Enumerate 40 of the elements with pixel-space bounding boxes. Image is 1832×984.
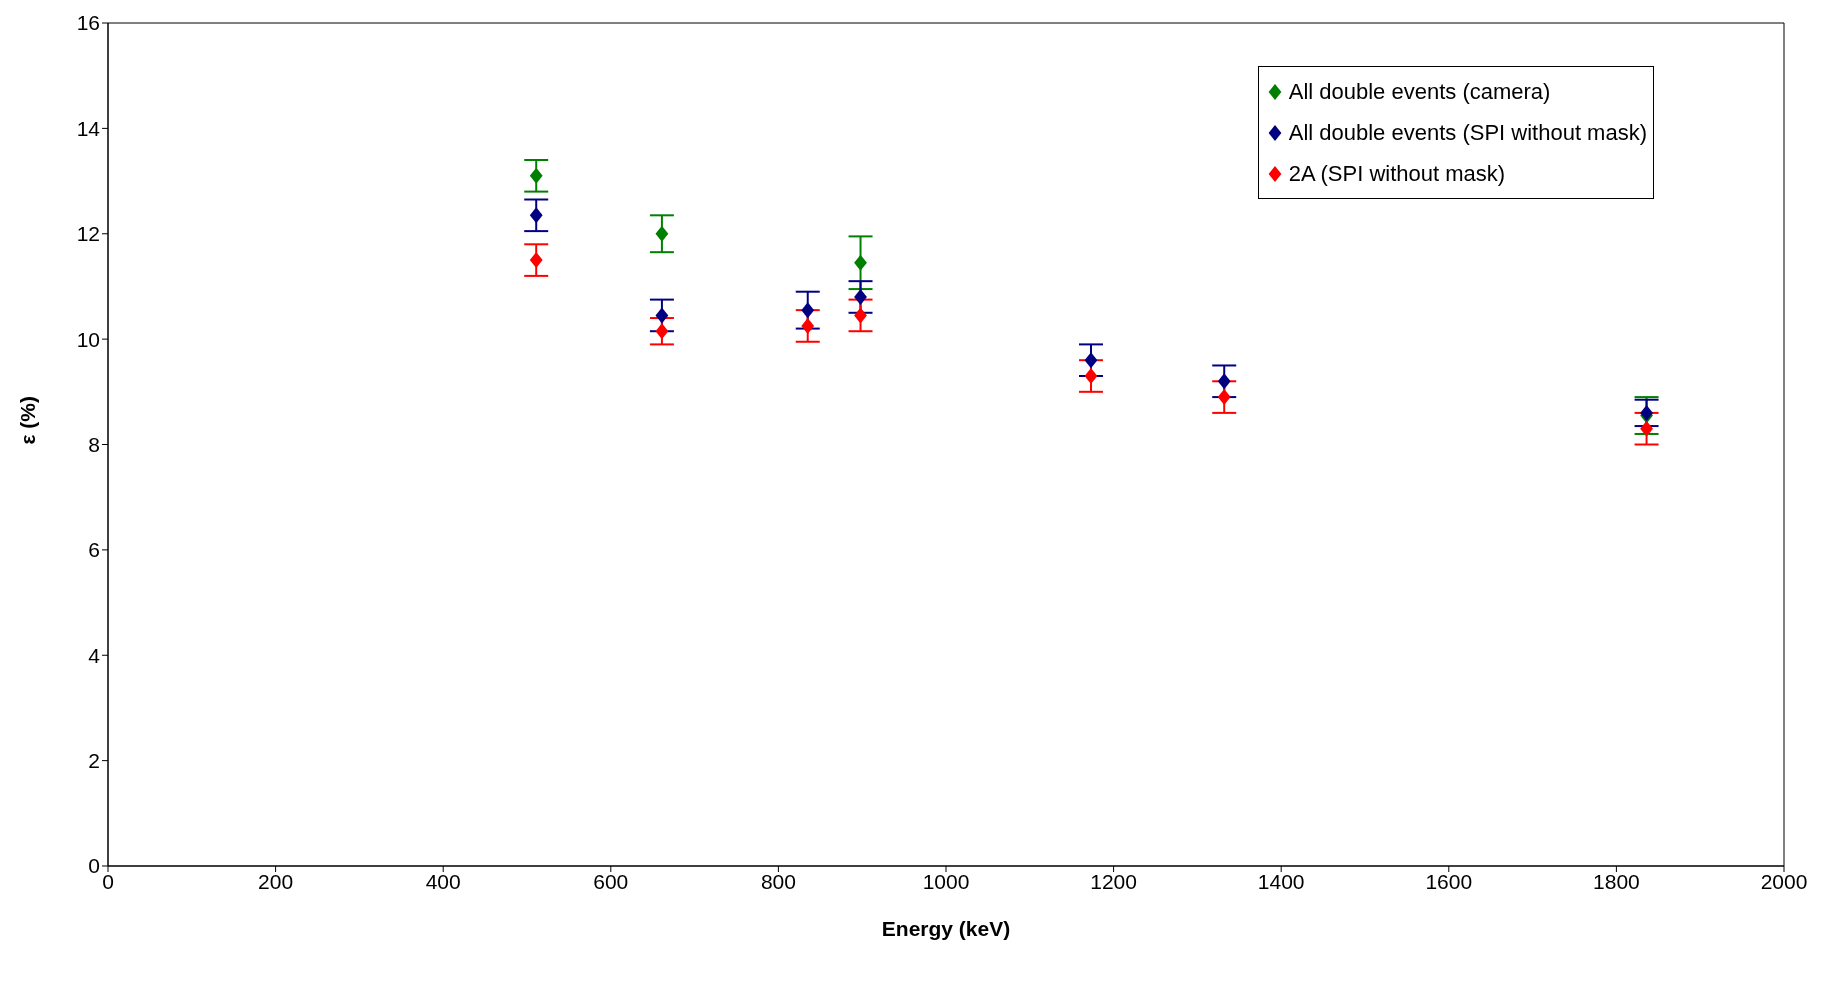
point [854,288,867,305]
x-tick-label: 200 [258,869,294,893]
point [1640,420,1653,437]
point [854,254,867,271]
legend-label: All double events (SPI without mask) [1288,119,1647,147]
y-axis-title: ε (%) [16,396,40,445]
x-axis-title: Energy (keV) [881,917,1011,940]
x-tick-label: 2000 [1760,869,1808,893]
point [529,207,543,224]
y-tick-label: 12 [76,222,100,246]
x-tick-label: 1400 [1257,869,1305,893]
point [1084,368,1098,385]
point [1217,373,1231,390]
y-tick-label: 8 [88,432,100,456]
point [655,225,669,242]
x-tick-label: 800 [760,869,796,893]
y-tick-label: 4 [88,643,101,667]
legend-label: All double events (camera) [1288,78,1551,106]
x-tick-label: 1200 [1090,869,1137,893]
point [655,307,669,324]
x-tick-label: 400 [425,869,461,893]
y-tick-label: 0 [88,854,100,878]
x-tick-label: 1600 [1425,869,1473,893]
point [655,323,669,340]
point [529,167,543,184]
y-tick-label: 10 [76,327,100,351]
y-tick-label: 6 [88,538,100,562]
y-tick-label: 2 [88,749,100,773]
y-tick-label: 14 [76,116,101,140]
x-tick-label: 1000 [922,869,970,893]
x-tick-label: 600 [593,869,629,893]
point [529,252,543,269]
point [1217,389,1231,406]
x-tick-label: 1800 [1593,869,1640,893]
legend-label: 2A (SPI without mask) [1288,160,1506,188]
point [854,307,867,324]
point [1084,352,1098,369]
point [801,317,815,334]
point [801,302,815,319]
y-tick-label: 16 [76,11,100,35]
